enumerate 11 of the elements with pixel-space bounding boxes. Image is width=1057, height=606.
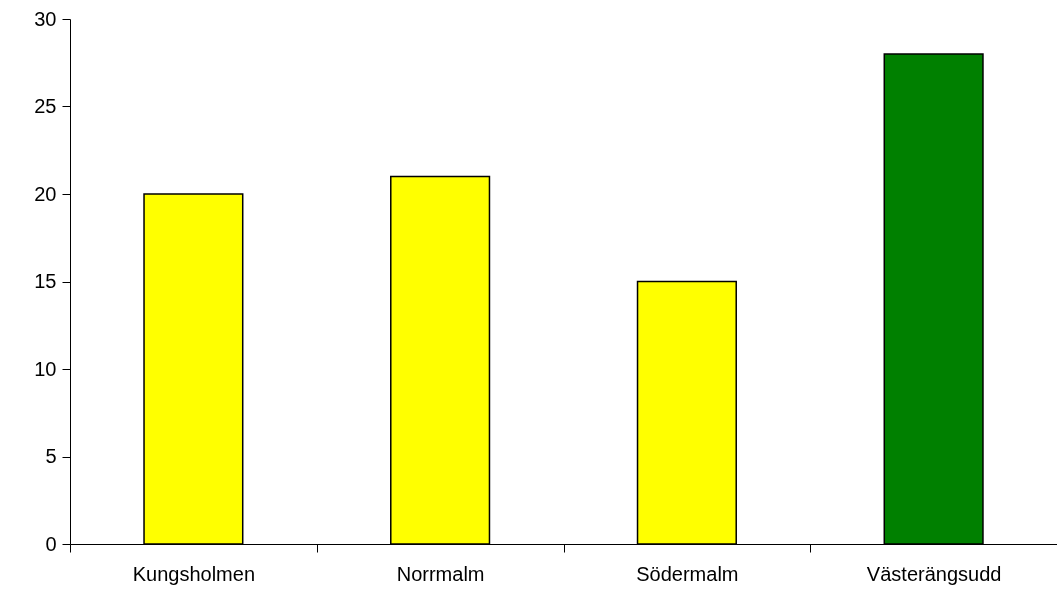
x-tick-label: Södermalm xyxy=(636,562,739,585)
y-tick-label: 5 xyxy=(45,445,57,467)
y-tick-label: 25 xyxy=(34,95,57,117)
x-tick-label: Kungsholmen xyxy=(132,562,256,585)
y-tick-label: 20 xyxy=(34,182,57,205)
y-tick-label: 10 xyxy=(34,357,57,380)
x-tick-label: Västerängsudd xyxy=(866,562,1002,585)
y-tick-label: 15 xyxy=(34,270,57,292)
x-tick-label: Norrmalm xyxy=(396,562,485,585)
y-tick-label: 30 xyxy=(34,7,57,30)
y-tick-label: 0 xyxy=(45,532,57,555)
